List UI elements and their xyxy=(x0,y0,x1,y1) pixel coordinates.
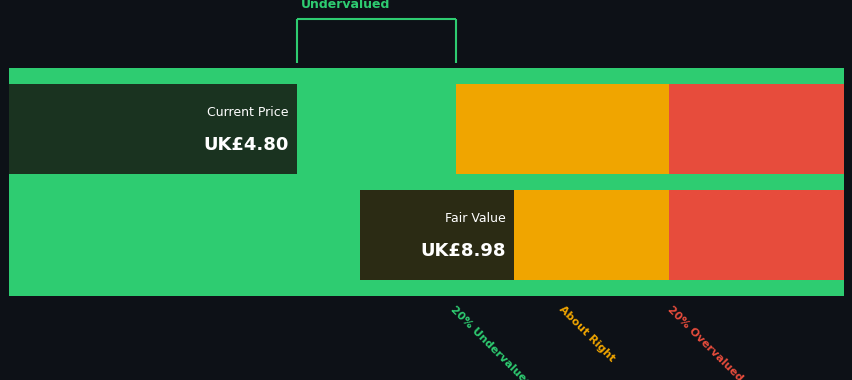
Bar xyxy=(9,68,455,296)
Bar xyxy=(455,68,668,296)
Bar xyxy=(9,280,843,296)
Text: UK£8.98: UK£8.98 xyxy=(420,242,505,260)
Text: Undervalued: Undervalued xyxy=(301,0,390,11)
Text: 20% Overvalued: 20% Overvalued xyxy=(665,304,744,380)
Bar xyxy=(668,68,843,296)
Bar xyxy=(9,174,843,190)
Bar xyxy=(9,68,843,84)
Text: Current Price: Current Price xyxy=(207,106,288,119)
Text: 20% Undervalued: 20% Undervalued xyxy=(448,304,532,380)
Text: UK£4.80: UK£4.80 xyxy=(203,136,288,154)
Text: About Right: About Right xyxy=(556,304,616,364)
Text: Fair Value: Fair Value xyxy=(445,212,505,225)
Bar xyxy=(360,190,514,280)
Bar xyxy=(9,84,296,174)
